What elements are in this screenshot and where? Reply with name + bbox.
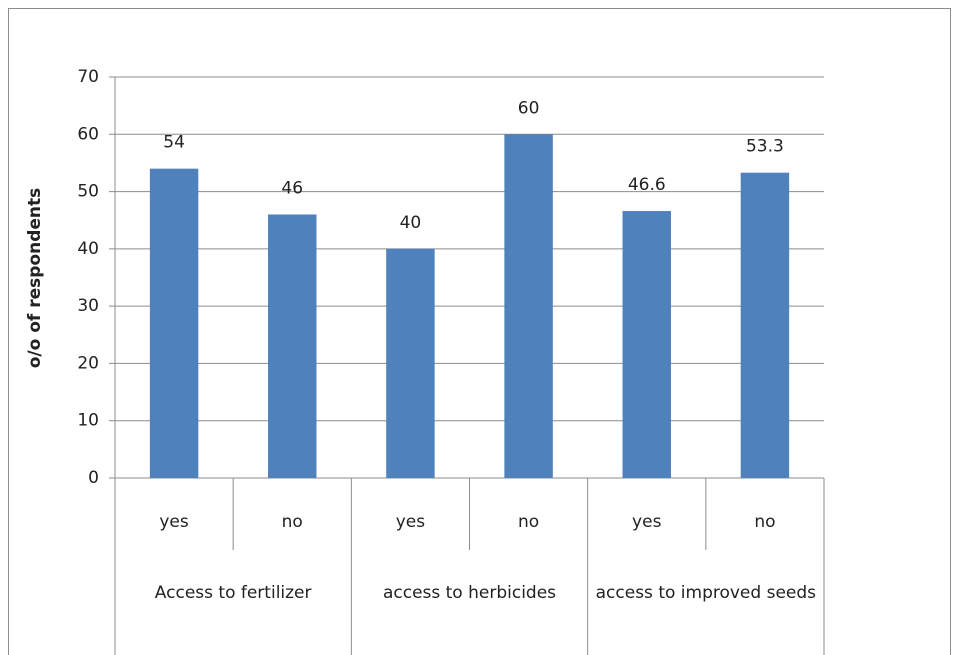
group-label: Access to fertilizer <box>154 583 312 603</box>
data-label: 60 <box>518 98 540 118</box>
bar <box>386 248 435 478</box>
bar <box>268 214 317 478</box>
bar <box>740 172 790 478</box>
y-tick-label: 70 <box>77 67 99 87</box>
y-tick-label: 50 <box>77 182 99 202</box>
data-label: 46 <box>281 178 303 198</box>
x-tick-label: no <box>518 512 539 532</box>
bar <box>149 168 199 478</box>
y-tick-label: 60 <box>77 124 99 144</box>
bar <box>504 134 553 479</box>
x-tick-label: no <box>754 512 775 532</box>
data-label: 54 <box>163 133 185 153</box>
group-label: access to herbicides <box>382 583 557 603</box>
bar <box>622 211 671 478</box>
group-label: access to improved seeds <box>595 583 817 603</box>
y-tick-label: 40 <box>77 239 99 259</box>
y-tick-label: 30 <box>77 296 99 316</box>
y-tick-label: 0 <box>88 468 99 488</box>
x-tick-label: yes <box>396 512 426 532</box>
y-tick-label: 20 <box>77 353 99 373</box>
chart-border <box>8 8 951 655</box>
x-tick-label: yes <box>159 512 189 532</box>
data-label: 40 <box>400 213 422 233</box>
x-tick-label: yes <box>632 512 662 532</box>
y-axis-label: o/o of respondents <box>25 188 45 369</box>
data-label: 53.3 <box>746 137 784 157</box>
y-tick-label: 10 <box>77 411 99 431</box>
data-label: 46.6 <box>628 175 666 195</box>
x-tick-label: no <box>282 512 303 532</box>
